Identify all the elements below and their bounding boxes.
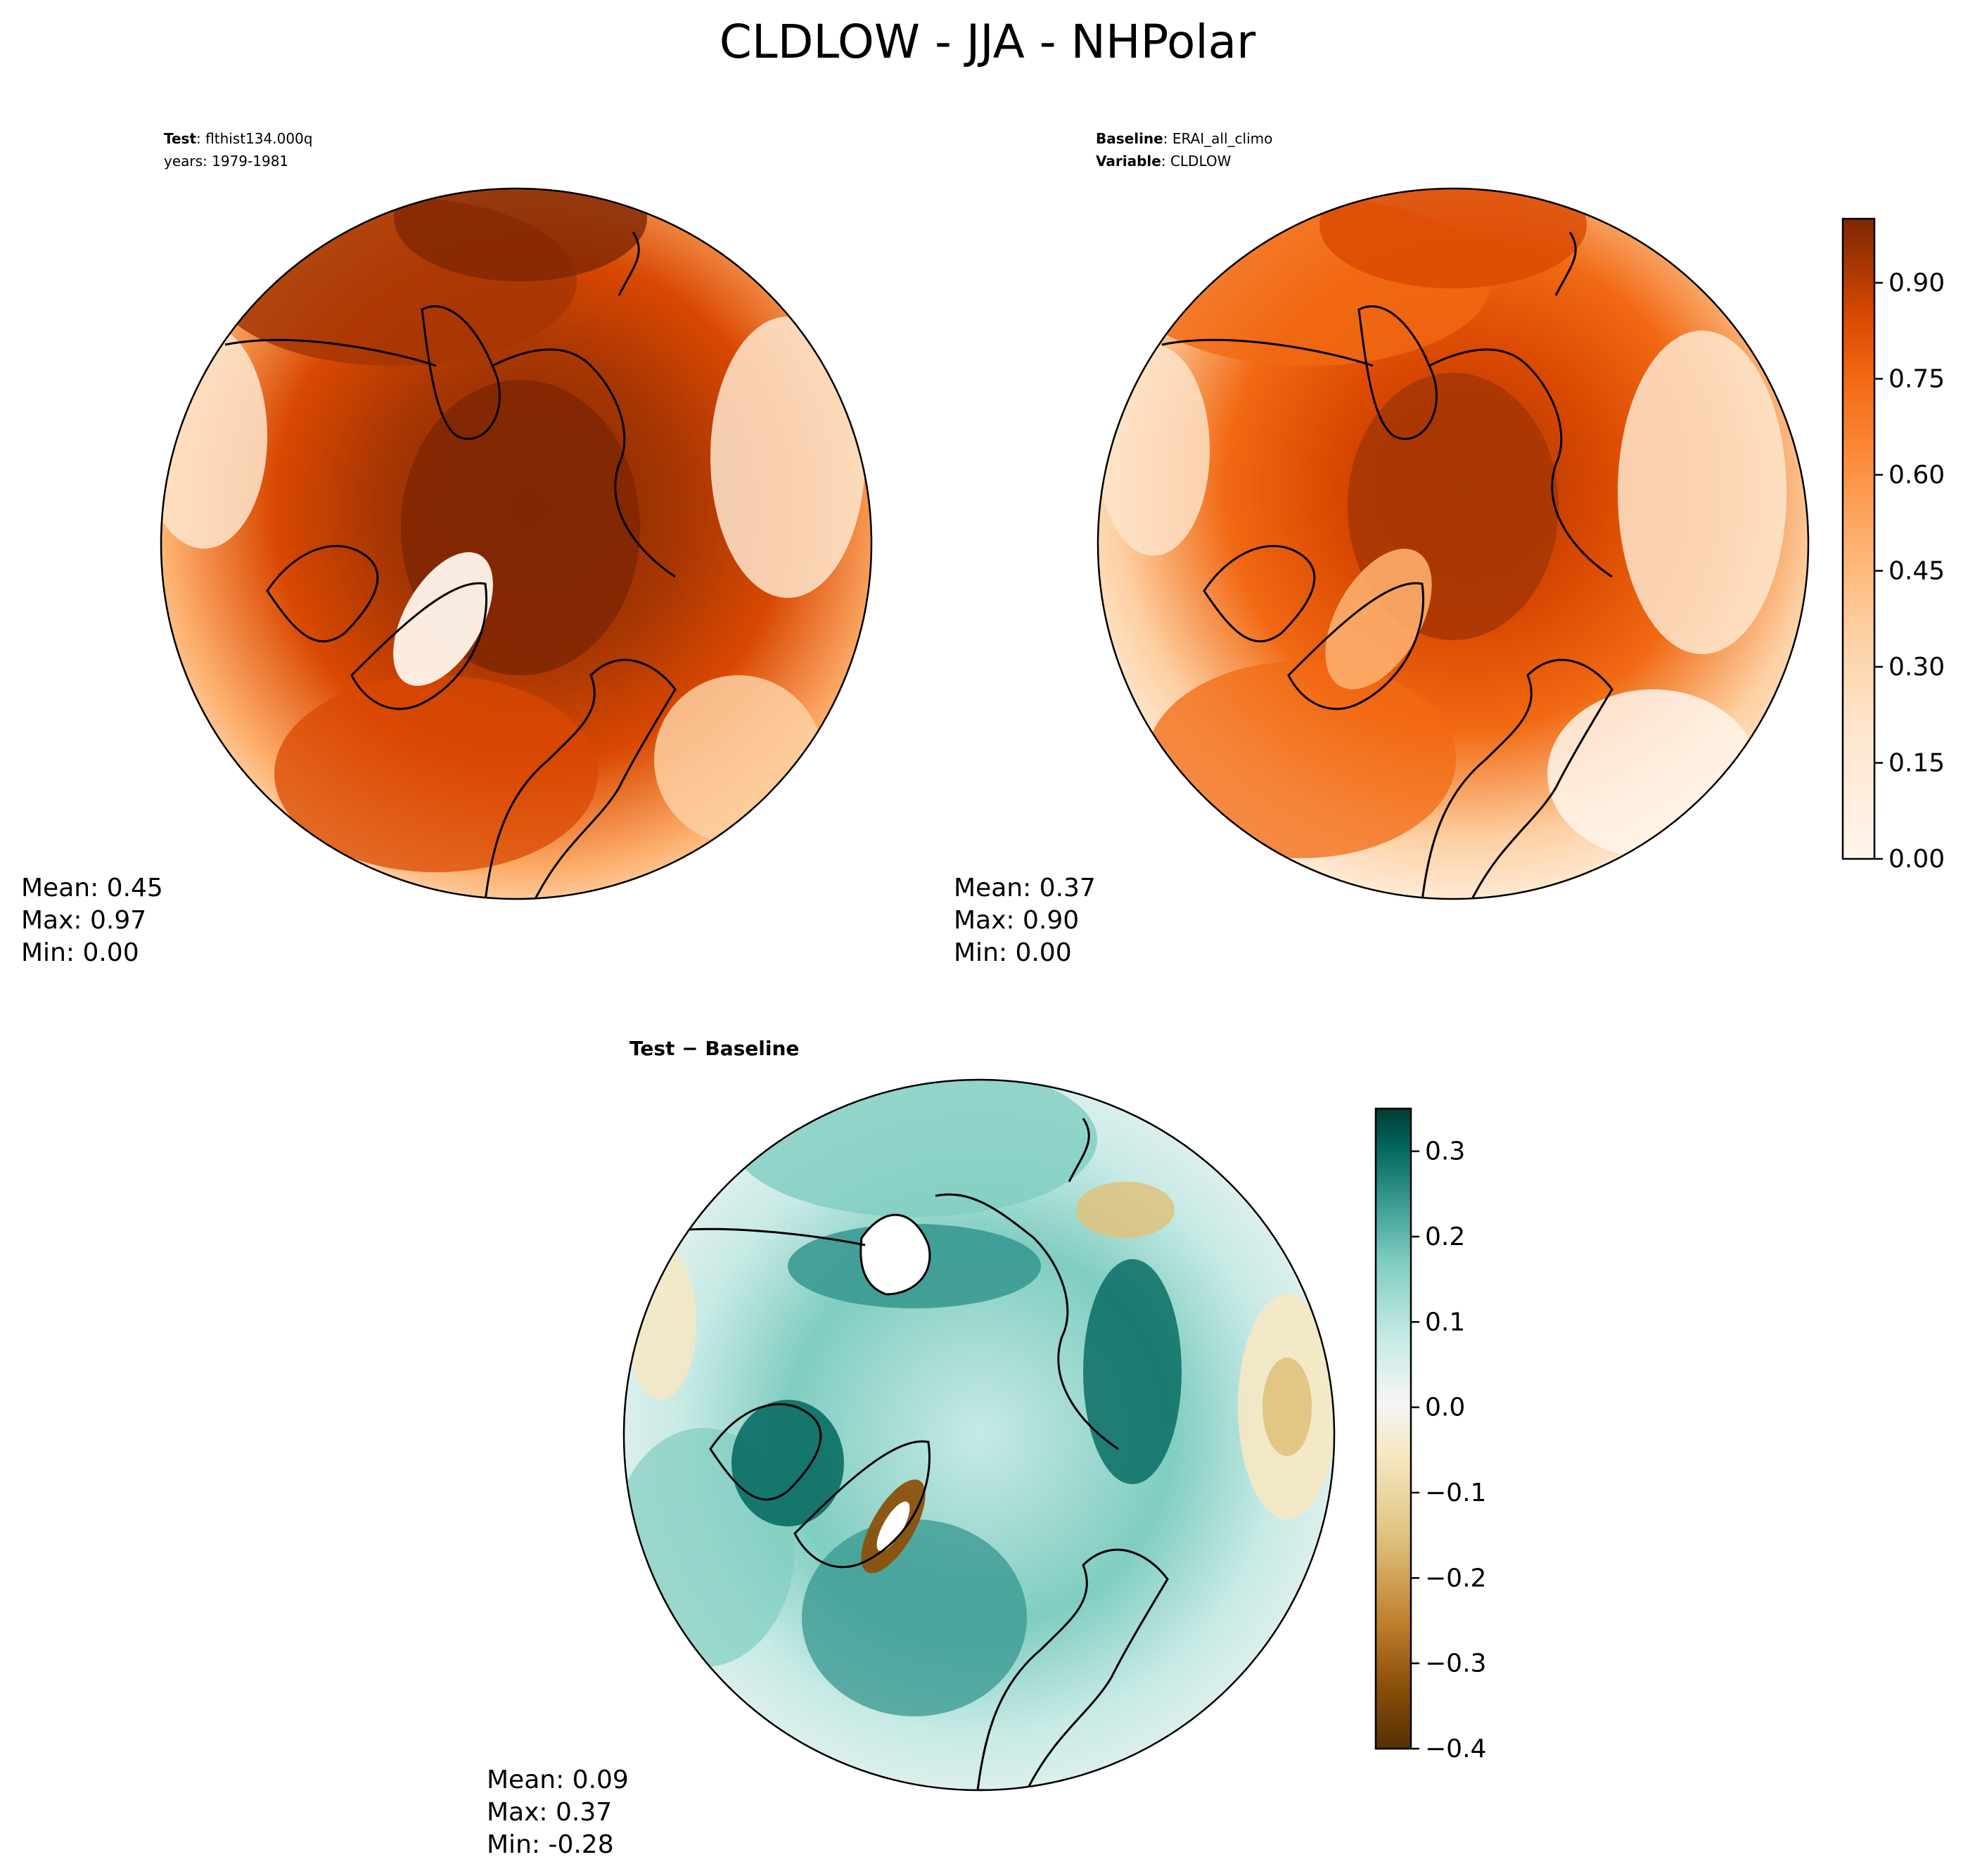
orange-colorbar-tick-label: 0.15 xyxy=(1888,749,1945,778)
baseline-label-line2: Variable: CLDLOW xyxy=(1096,153,1232,170)
diverging-colorbar-tick-label: 0.0 xyxy=(1425,1393,1465,1422)
test-panel: Test: flthist134.000q years: 1979-1981 M… xyxy=(21,130,873,967)
diverging-colorbar: 0.3 0.2 0.1 0.0 −0.1 −0.2 −0.3 −0.4 xyxy=(1374,1107,1486,1763)
diff-stat-mean: Mean: 0.09 xyxy=(487,1766,629,1794)
orange-colorbar-ticks: 0.00 0.15 0.30 0.45 0.60 0.75 0.90 xyxy=(1874,269,1945,874)
orange-colorbar-tick-label: 0.60 xyxy=(1888,461,1945,490)
orange-colorbar-tick-label: 0.75 xyxy=(1888,365,1945,394)
baseline-map-border xyxy=(1097,187,1810,900)
diverging-colorbar-tick-label: −0.1 xyxy=(1425,1479,1486,1507)
diverging-colorbar-tick-label: 0.3 xyxy=(1425,1137,1465,1166)
diff-stat-max: Max: 0.37 xyxy=(487,1798,612,1827)
test-label-line1: Test: flthist134.000q xyxy=(164,130,312,147)
baseline-map xyxy=(1098,189,1808,899)
diverging-colorbar-tick-label: 0.1 xyxy=(1425,1308,1465,1336)
diff-stat-min: Min: -0.28 xyxy=(487,1830,614,1859)
diverging-colorbar-tick-label: −0.2 xyxy=(1425,1564,1486,1593)
orange-colorbar-tick-label: 0.00 xyxy=(1888,845,1945,874)
baseline-stat-min: Min: 0.00 xyxy=(954,938,1072,967)
baseline-stat-mean: Mean: 0.37 xyxy=(954,874,1096,902)
orange-colorbar: 0.00 0.15 0.30 0.45 0.60 0.75 0.90 xyxy=(1841,217,1945,874)
baseline-label-line1: Baseline: ERAI_all_climo xyxy=(1096,130,1272,147)
test-map-border xyxy=(160,187,873,900)
diverging-colorbar-tick-label: −0.3 xyxy=(1425,1650,1486,1678)
diff-panel: Test − Baseline Mean: 0.09 Max: 0 xyxy=(487,1037,1336,1859)
test-map xyxy=(161,189,871,899)
orange-colorbar-tick-label: 0.30 xyxy=(1888,653,1945,682)
diverging-colorbar-tick-label: 0.2 xyxy=(1425,1223,1465,1251)
diverging-colorbar-bar xyxy=(1374,1107,1412,1750)
orange-colorbar-tick-label: 0.45 xyxy=(1888,557,1945,586)
diff-title: Test − Baseline xyxy=(629,1037,799,1060)
figure-title: CLDLOW - JJA - NHPolar xyxy=(720,15,1256,69)
test-stat-max: Max: 0.97 xyxy=(21,906,146,935)
diverging-colorbar-ticks: 0.3 0.2 0.1 0.0 −0.1 −0.2 −0.3 −0.4 xyxy=(1411,1137,1486,1763)
diverging-colorbar-tick-label: −0.4 xyxy=(1425,1735,1486,1763)
baseline-panel: Baseline: ERAI_all_climo Variable: CLDLO… xyxy=(954,130,1810,967)
test-label-line2: years: 1979-1981 xyxy=(164,153,288,170)
orange-colorbar-tick-label: 0.90 xyxy=(1888,269,1945,298)
test-stat-mean: Mean: 0.45 xyxy=(21,874,163,902)
baseline-stat-max: Max: 0.90 xyxy=(954,906,1079,935)
diff-map-border xyxy=(622,1078,1336,1792)
test-stat-min: Min: 0.00 xyxy=(21,938,139,967)
orange-colorbar-bar xyxy=(1841,217,1876,860)
difference-map xyxy=(624,1080,1334,1790)
